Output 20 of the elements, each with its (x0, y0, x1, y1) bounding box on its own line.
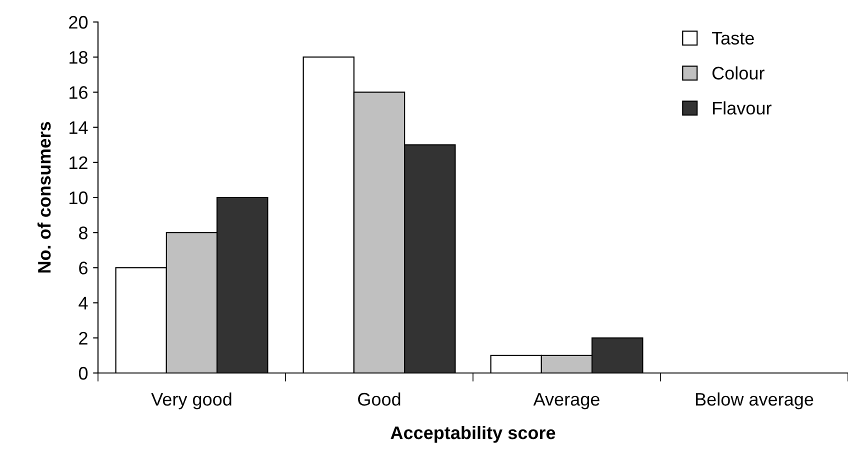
x-tick-label: Very good (151, 392, 232, 410)
x-tick-label: Average (533, 393, 600, 410)
y-tick-label: 8 (79, 226, 88, 240)
y-tick-label: 12 (70, 156, 88, 169)
x-tick-label: Good (358, 392, 400, 406)
y-tick-label: 0 (78, 366, 88, 380)
y-tick-label: 14 (70, 121, 88, 134)
y-tick-label: 18 (70, 51, 88, 64)
x-axis-title: Acceptability score (390, 426, 556, 443)
x-tick-label: Below average (696, 392, 814, 410)
legend-label: Colour (712, 66, 764, 80)
legend-label: Flavour (713, 101, 772, 115)
y-axis-title: No. of consumers (37, 122, 51, 273)
y-tick-label: 20 (69, 16, 88, 29)
y-tick-label: 4 (78, 296, 88, 310)
legend-label: Taste (712, 32, 754, 45)
y-tick-label: 6 (79, 262, 88, 274)
y-tick-label: 2 (79, 332, 88, 344)
y-tick-label: 10 (70, 191, 88, 204)
y-tick-label: 16 (70, 86, 88, 99)
